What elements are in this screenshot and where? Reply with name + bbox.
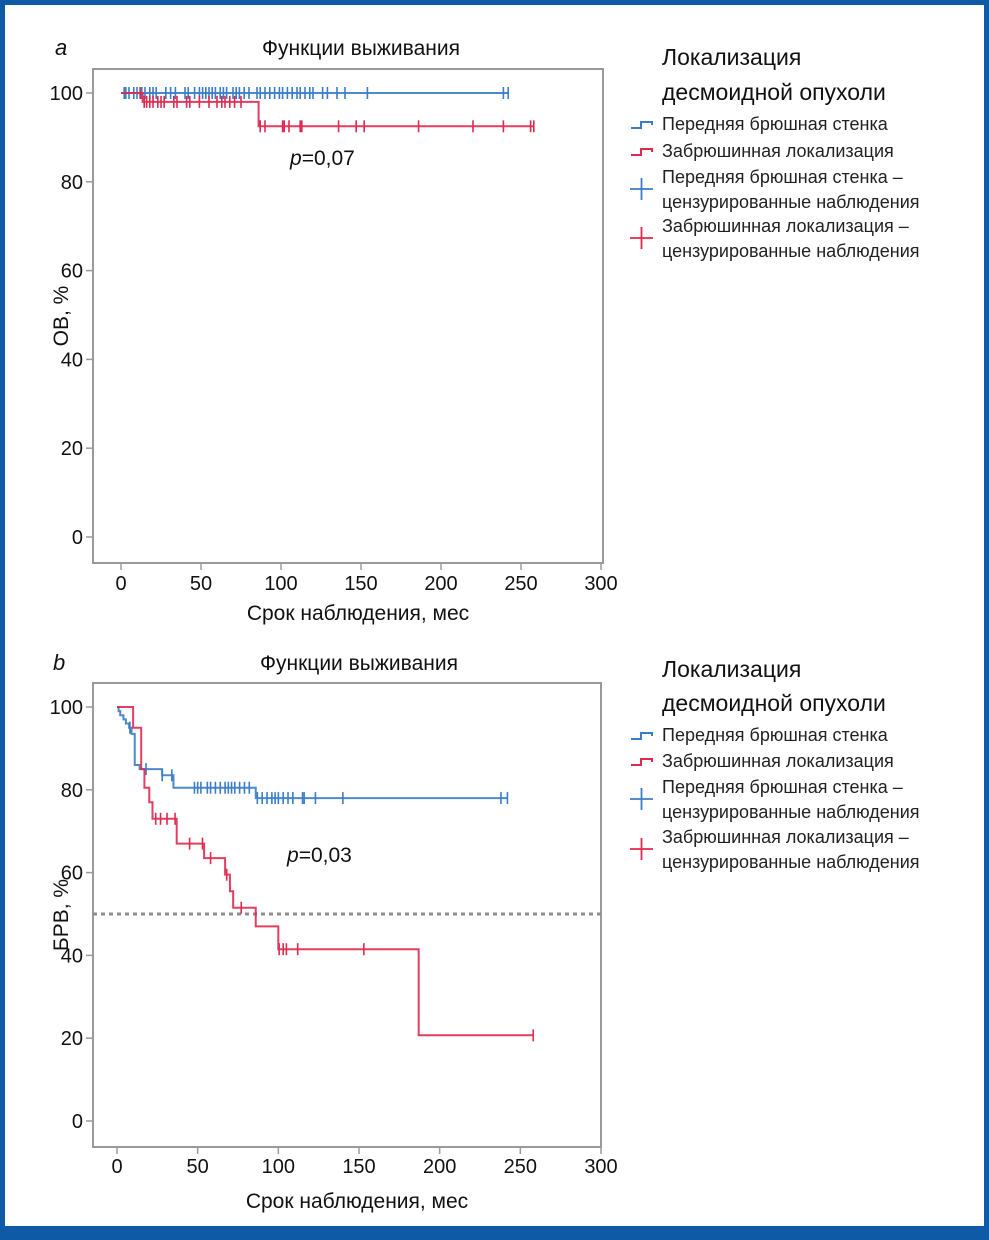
legend-entry-label: Передняя брюшная стенка – — [662, 167, 903, 187]
y-tick-label: 80 — [61, 780, 83, 802]
y-tick-label: 20 — [61, 438, 83, 460]
legend-cross-icon — [630, 178, 653, 200]
survival-curve-retroperitoneal — [121, 92, 534, 128]
p-symbol: p — [289, 147, 302, 170]
p-symbol: p — [286, 844, 299, 867]
x-tick-label: 150 — [342, 1156, 375, 1178]
x-tick-label: 50 — [190, 573, 212, 595]
chart-title: Функции выживания — [260, 652, 458, 675]
legend-title: десмоидной опухоли — [662, 79, 886, 105]
y-tick-label: 40 — [61, 349, 83, 371]
legend-title: Локализация — [662, 656, 801, 682]
legend-entry-label: Забрюшинная локализация – — [662, 827, 909, 847]
chart-title: Функции выживания — [262, 37, 460, 60]
y-axis-label: БРВ, % — [50, 879, 73, 951]
legend-entry-label: Забрюшинная локализация — [662, 751, 894, 771]
x-tick-label: 200 — [424, 573, 457, 595]
y-tick-label: 0 — [72, 1111, 83, 1133]
y-axis-label: ОВ, % — [50, 286, 73, 347]
chart-panel-a: a Функции выживания 0 20 40 60 80 100 0 50 100 150 2… — [50, 35, 920, 625]
p-value: =0,07 — [302, 147, 355, 170]
survival-curve-retroperitoneal — [117, 706, 534, 1037]
p-value: =0,03 — [299, 844, 352, 867]
x-tick-label: 250 — [504, 573, 537, 595]
y-tick-label: 60 — [61, 261, 83, 283]
p-value-annotation: p=0,03 — [286, 844, 352, 867]
x-tick-label: 300 — [584, 1156, 617, 1178]
x-axis-label: Срок наблюдения, мес — [247, 602, 469, 625]
plot-frame — [92, 682, 602, 1148]
legend-step-icon — [631, 758, 653, 766]
x-tick-label: 50 — [187, 1156, 209, 1178]
legend-entry-label: Передняя брюшная стенка — [662, 114, 889, 134]
legend-cross-icon — [630, 227, 653, 249]
legend-entry-label: Передняя брюшная стенка – — [662, 777, 903, 797]
legend-entry-label: цензурированные наблюдения — [662, 802, 920, 822]
x-tick-label: 250 — [504, 1156, 537, 1178]
legend-entry-label: Передняя брюшная стенка — [662, 725, 889, 745]
plot-frame — [92, 68, 604, 564]
x-tick-label: 0 — [111, 1156, 122, 1178]
legend-cross-icon — [630, 838, 653, 860]
survival-curve-anterior — [117, 706, 508, 800]
legend-entry-label: цензурированные наблюдения — [662, 241, 920, 261]
panel-letter: b — [53, 650, 65, 675]
y-tick-label: 80 — [61, 172, 83, 194]
legend-entry-label: Забрюшинная локализация — [662, 141, 894, 161]
legend-entry-label: цензурированные наблюдения — [662, 852, 920, 872]
x-tick-label: 0 — [115, 573, 126, 595]
chart-panel-b: b Функции выживания 0 20 40 60 80 100 0 50 100 150 2… — [50, 650, 920, 1213]
legend-a: Локализация десмоидной опухоли Передняя бр… — [630, 44, 920, 261]
legend-b: Локализация десмоидной опухоли Передняя бр… — [630, 656, 920, 872]
legend-entry-label: Забрюшинная локализация – — [662, 216, 909, 236]
x-tick-label: 100 — [262, 1156, 295, 1178]
legend-step-icon — [631, 732, 653, 740]
p-value-annotation: p=0,07 — [289, 147, 355, 170]
legend-title: десмоидной опухоли — [662, 690, 886, 716]
y-tick-label: 20 — [61, 1028, 83, 1050]
y-tick-label: 0 — [72, 527, 83, 549]
panel-letter: a — [55, 35, 67, 60]
x-tick-label: 100 — [264, 573, 297, 595]
y-tick-label: 40 — [61, 945, 83, 967]
legend-entry-label: цензурированные наблюдения — [662, 192, 920, 212]
x-axis-label: Срок наблюдения, мес — [246, 1190, 468, 1213]
legend-step-icon — [631, 148, 653, 156]
legend-title: Локализация — [662, 44, 801, 70]
y-tick-label: 100 — [50, 83, 83, 105]
y-tick-label: 100 — [50, 697, 83, 719]
legend-cross-icon — [630, 788, 653, 810]
x-tick-label: 150 — [344, 573, 377, 595]
legend-step-icon — [631, 121, 653, 129]
x-tick-label: 200 — [423, 1156, 456, 1178]
y-tick-label: 60 — [61, 863, 83, 885]
x-tick-label: 300 — [584, 573, 617, 595]
